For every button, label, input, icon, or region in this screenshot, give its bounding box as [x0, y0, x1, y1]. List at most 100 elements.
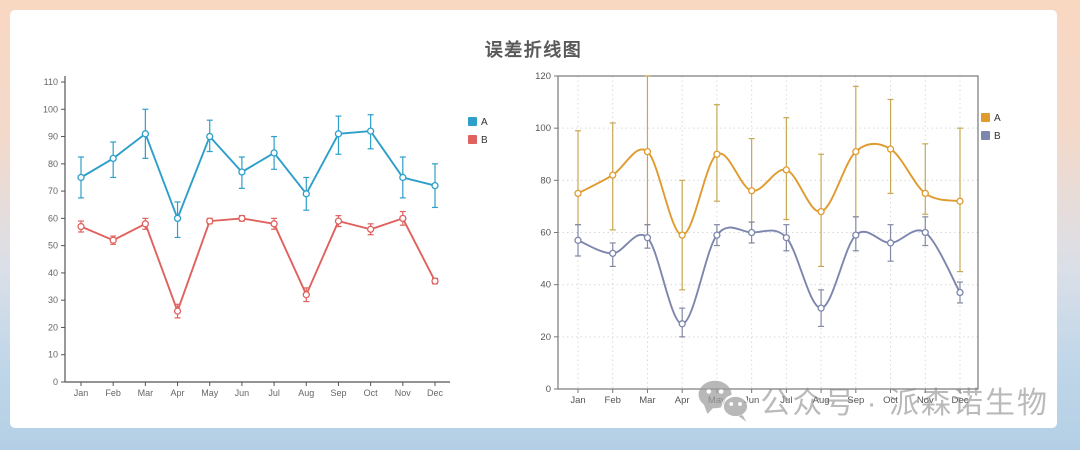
- data-point-B: [817, 304, 825, 312]
- data-point-A: [141, 130, 150, 138]
- x-tick-label: Nov: [395, 388, 412, 398]
- x-tick-label: Sep: [330, 388, 346, 398]
- data-point-B: [956, 288, 964, 297]
- data-point-A: [782, 166, 791, 174]
- right-error-line-chart: 0 20 40 60 80 100 120 Jan Feb Mar Apr May Jun Jul Aug S…: [535, 71, 1001, 406]
- x-tick-label: Apr: [675, 395, 690, 406]
- data-point-A: [817, 207, 825, 216]
- data-point-A: [399, 173, 407, 182]
- series-line-A: [80, 130, 436, 222]
- data-point-B: [270, 220, 278, 228]
- y-tick-label: 120: [535, 71, 551, 82]
- data-point-B: [678, 320, 686, 328]
- y-tick-label: 30: [48, 295, 58, 305]
- data-point-B: [609, 249, 617, 258]
- y-tick-label: 70: [48, 186, 58, 196]
- data-point-B: [747, 228, 756, 237]
- data-point-B: [713, 231, 721, 239]
- x-tick-label: Jul: [268, 388, 280, 398]
- x-tick-label: Feb: [105, 388, 121, 398]
- legend-label-B: B: [994, 131, 1001, 142]
- y-tick-label: 20: [540, 332, 551, 343]
- data-point-A: [77, 173, 85, 182]
- y-tick-label: 0: [546, 384, 551, 395]
- chart-panel: 误差折线图 0 10 20 30 40 50 60 70 80 90 100 110 Jan Feb Mar…: [10, 10, 1057, 428]
- data-point-B: [643, 234, 652, 242]
- data-point-B: [302, 291, 310, 299]
- y-tick-label: 10: [48, 350, 58, 360]
- data-point-A: [921, 189, 929, 198]
- y-tick-label: 100: [43, 104, 58, 114]
- x-tick-label: Mar: [639, 395, 655, 406]
- data-point-A: [574, 189, 582, 198]
- x-tick-label: Mar: [138, 388, 154, 398]
- x-tick-label: Nov: [917, 395, 934, 406]
- y-tick-label: 40: [48, 268, 58, 278]
- data-point-B: [334, 217, 343, 225]
- legend-label-A: A: [994, 113, 1001, 124]
- x-tick-label: Oct: [883, 395, 898, 406]
- x-tick-label: May: [708, 395, 726, 406]
- data-point-A: [206, 132, 214, 141]
- x-tick-label: Jul: [780, 395, 792, 406]
- x-tick-label: Jan: [74, 388, 89, 398]
- data-point-A: [334, 130, 343, 138]
- x-tick-label: Jun: [744, 395, 759, 406]
- data-point-B: [852, 231, 860, 239]
- data-point-B: [77, 222, 85, 231]
- data-point-B: [921, 228, 929, 237]
- data-point-A: [713, 150, 721, 158]
- y-tick-label: 80: [540, 175, 551, 186]
- data-point-B: [206, 217, 214, 225]
- data-point-A: [366, 127, 375, 135]
- y-tick-label: 90: [48, 132, 58, 142]
- data-point-A: [886, 145, 895, 153]
- data-point-B: [574, 236, 582, 244]
- data-point-A: [956, 197, 964, 205]
- x-tick-label: Jan: [570, 395, 585, 406]
- series-line-B: [577, 226, 961, 325]
- page-title: 误差折线图: [484, 40, 583, 60]
- x-tick-label: Aug: [298, 388, 314, 398]
- legend-label-B: B: [481, 135, 488, 146]
- y-tick-label: 100: [535, 123, 551, 134]
- data-point-B: [173, 307, 182, 315]
- data-point-A: [302, 190, 310, 198]
- x-tick-label: Sep: [847, 395, 864, 406]
- data-point-B: [431, 277, 439, 285]
- x-tick-label: Feb: [605, 395, 621, 406]
- legend-swatch-B: [981, 131, 990, 140]
- data-point-B: [886, 239, 895, 247]
- y-tick-label: 0: [53, 377, 58, 387]
- y-tick-label: 110: [44, 77, 58, 87]
- y-tick-label: 20: [48, 322, 58, 332]
- data-point-A: [270, 149, 278, 157]
- data-point-A: [678, 231, 686, 239]
- series-line-A: [577, 142, 961, 237]
- data-point-A: [431, 181, 439, 190]
- data-point-B: [399, 214, 407, 223]
- series-line-B: [80, 217, 436, 314]
- x-tick-label: May: [201, 388, 219, 398]
- left-error-line-chart: 0 10 20 30 40 50 60 70 80 90 100 110 Jan Feb Mar Apr May…: [43, 76, 488, 398]
- data-point-B: [238, 214, 246, 223]
- legend-swatch-A: [468, 117, 477, 126]
- data-point-B: [782, 234, 791, 242]
- x-tick-label: Oct: [364, 388, 379, 398]
- data-point-A: [238, 168, 246, 176]
- data-point-B: [141, 220, 150, 228]
- y-tick-label: 40: [540, 280, 551, 291]
- data-point-A: [643, 147, 652, 156]
- y-tick-label: 50: [48, 241, 58, 251]
- legend-label-A: A: [481, 117, 488, 128]
- x-tick-label: Jun: [235, 388, 250, 398]
- legend-swatch-B: [468, 135, 477, 144]
- x-tick-label: Apr: [171, 388, 185, 398]
- data-point-A: [852, 147, 860, 156]
- data-point-B: [366, 225, 375, 233]
- data-point-A: [109, 154, 117, 163]
- data-point-A: [747, 187, 756, 195]
- x-tick-label: Aug: [813, 395, 830, 406]
- legend-swatch-A: [981, 113, 990, 122]
- data-point-A: [173, 214, 182, 223]
